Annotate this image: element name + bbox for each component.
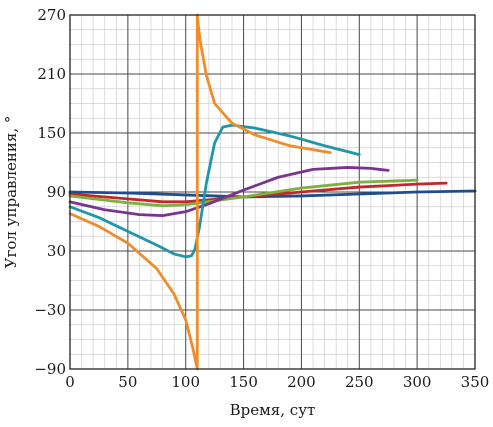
y-tick-label: 90 [47,183,66,201]
y-tick-label: 210 [37,65,66,83]
series-line-1 [68,189,477,199]
x-tick-label: 50 [118,373,137,391]
x-tick-label: 300 [403,373,432,391]
y-tick-label: −30 [34,301,66,319]
x-tick-label: 350 [461,373,490,391]
y-tick-label: 30 [47,242,66,260]
x-tick-label: 150 [229,373,258,391]
y-tick-label: −90 [34,360,66,378]
y-tick-label: 270 [37,6,66,24]
x-tick-label: 0 [65,373,75,391]
series-line-5 [68,123,361,259]
x-tick-label: 100 [171,373,200,391]
series-line-4 [68,166,390,217]
x-tick-label: 200 [287,373,316,391]
y-tick-label: 150 [37,124,66,142]
x-axis-title: Время, сут [230,401,316,419]
tick-labels: 0 50 100 150 200 250 300 350 −90 −30 30 90 150 210 270 [34,6,489,391]
plot-frame [69,14,476,370]
y-axis-title: Угол управления, ° [2,116,20,269]
x-tick-label: 250 [345,373,374,391]
